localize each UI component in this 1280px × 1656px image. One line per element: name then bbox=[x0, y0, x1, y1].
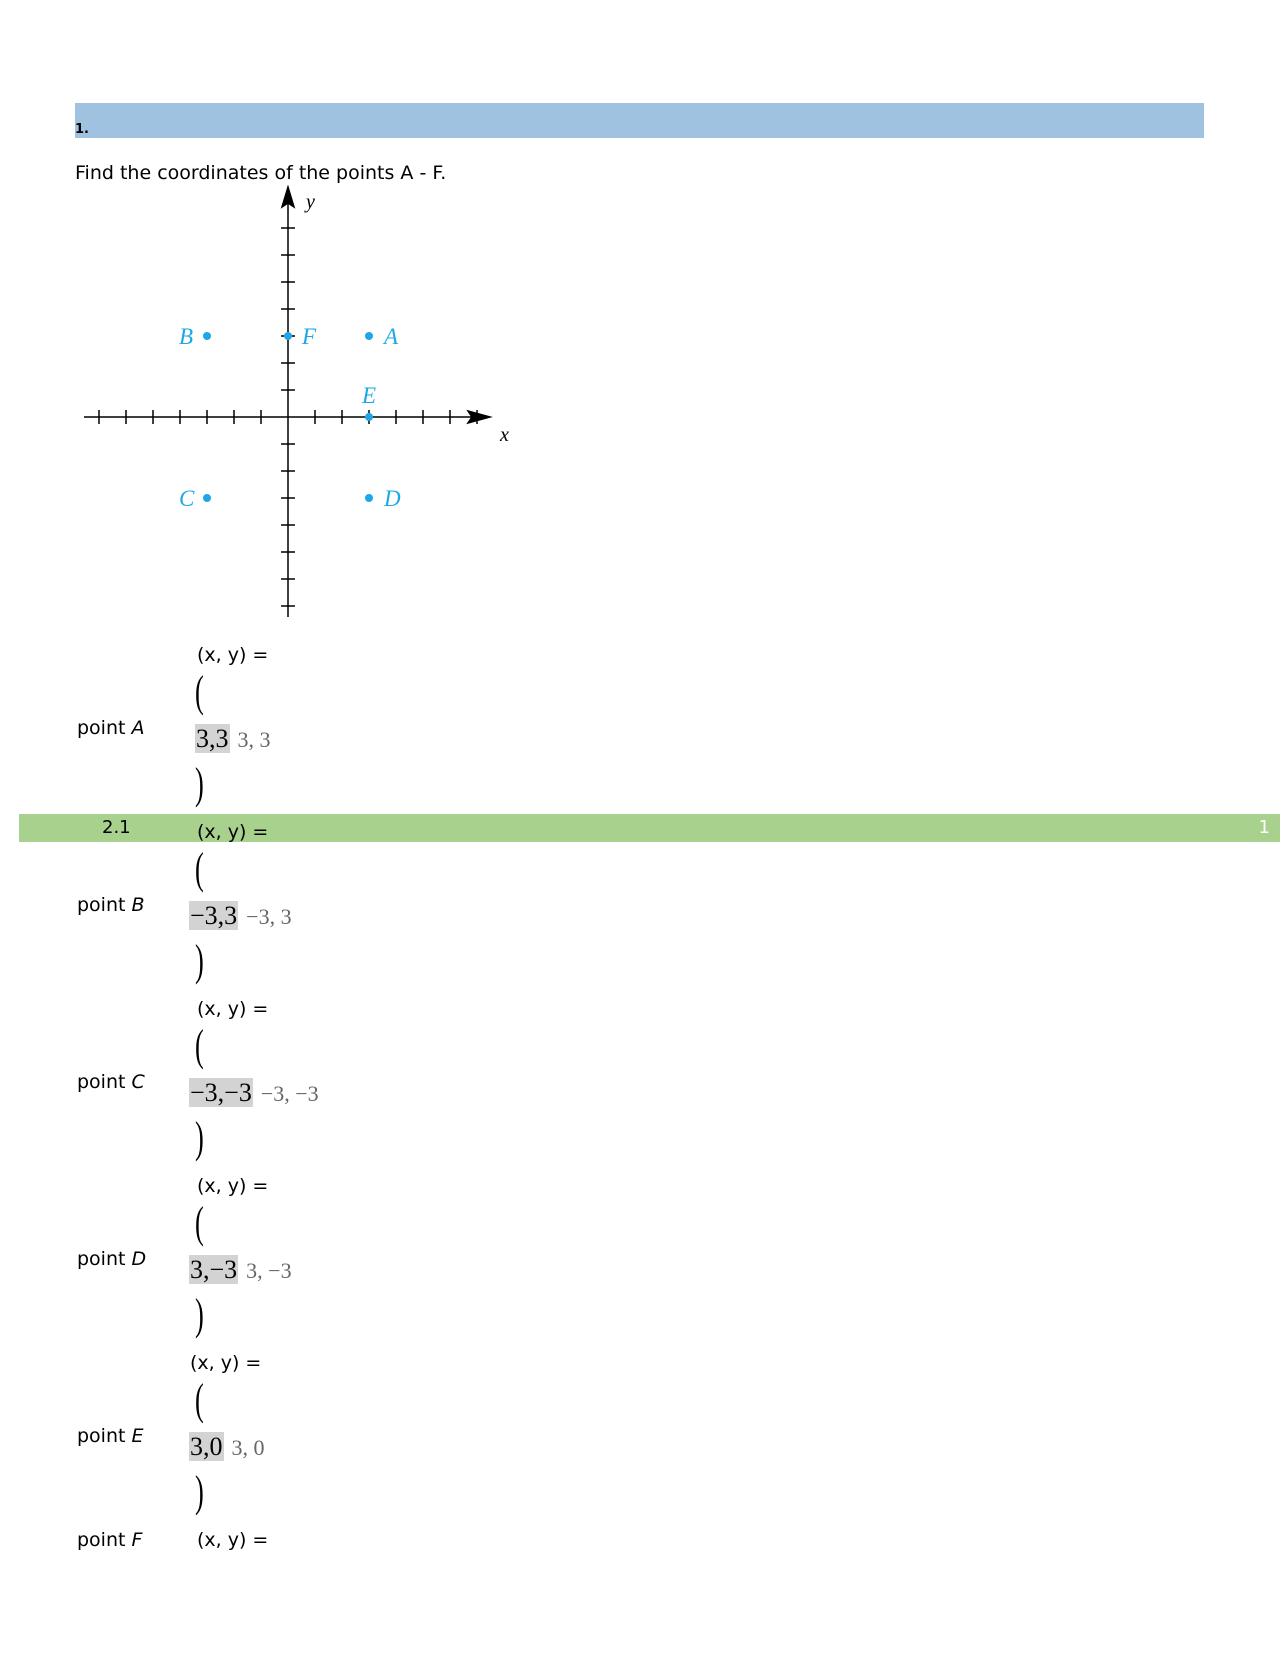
rendered-answer: 3, 3 bbox=[237, 727, 271, 752]
point-dot bbox=[365, 332, 373, 340]
coordinate-figure: y x A B C D E F bbox=[84, 185, 509, 617]
point-label: E bbox=[361, 383, 376, 408]
answer-line: −3,−3 −3, −3 bbox=[189, 1078, 319, 1108]
point-dot bbox=[365, 494, 373, 502]
row-point: B bbox=[131, 894, 145, 916]
answer-box: −3,3 bbox=[189, 901, 239, 930]
row-label: point D bbox=[77, 1248, 146, 1270]
answer-box: −3,−3 bbox=[189, 1078, 253, 1107]
open-paren: ( bbox=[195, 667, 204, 716]
axis-arrow bbox=[466, 409, 493, 425]
row-label: point E bbox=[77, 1425, 144, 1447]
row-word: point bbox=[77, 717, 126, 739]
point-dot bbox=[203, 494, 211, 502]
prompt: (x, y) = bbox=[190, 1352, 262, 1374]
axis-arrow bbox=[280, 185, 296, 209]
answer-line: −3,3 −3, 3 bbox=[189, 901, 292, 931]
row-point: D bbox=[131, 1248, 147, 1270]
row-word: point bbox=[77, 1425, 126, 1447]
y-axis-label: y bbox=[304, 191, 315, 213]
close-paren: ) bbox=[195, 759, 204, 808]
row-point: A bbox=[131, 717, 145, 739]
point-label: B bbox=[179, 324, 193, 349]
prompt: (x, y) = bbox=[197, 998, 269, 1020]
section-bar: 2.1 1 bbox=[19, 814, 1280, 842]
answer-line: 3,0 3, 0 bbox=[189, 1432, 265, 1462]
row-label: point C bbox=[77, 1071, 145, 1093]
row-label: point F bbox=[77, 1529, 142, 1551]
point-dot bbox=[203, 332, 211, 340]
header-bar: 1. bbox=[75, 103, 1204, 138]
rendered-answer: 3, −3 bbox=[246, 1258, 292, 1283]
open-paren: ( bbox=[195, 844, 204, 893]
rendered-answer: −3, 3 bbox=[246, 904, 292, 929]
close-paren: ) bbox=[195, 1467, 204, 1516]
point-label: C bbox=[179, 486, 195, 511]
prompt: (x, y) = bbox=[197, 644, 269, 666]
question-number: 1. bbox=[75, 122, 89, 137]
row-point: F bbox=[131, 1529, 143, 1551]
row-point: E bbox=[131, 1425, 144, 1447]
point-label: F bbox=[301, 324, 317, 349]
close-paren: ) bbox=[195, 936, 204, 985]
answer-box: 3,−3 bbox=[189, 1255, 239, 1284]
row-label: point B bbox=[77, 894, 145, 916]
answer-line: 3,3 3, 3 bbox=[195, 724, 271, 754]
row-point: C bbox=[131, 1071, 145, 1093]
question-text: Find the coordinates of the points A - F… bbox=[75, 162, 447, 184]
point-dot bbox=[284, 332, 292, 340]
answer-box: 3,0 bbox=[189, 1432, 224, 1461]
point-label: A bbox=[382, 324, 399, 349]
row-word: point bbox=[77, 1071, 126, 1093]
row-word: point bbox=[77, 894, 126, 916]
page-number: 1 bbox=[1258, 817, 1270, 838]
row-word: point bbox=[77, 1529, 126, 1551]
answer-box: 3,3 bbox=[195, 724, 230, 753]
rendered-answer: −3, −3 bbox=[260, 1081, 319, 1106]
row-word: point bbox=[77, 1248, 126, 1270]
close-paren: ) bbox=[195, 1290, 204, 1339]
prompt: (x, y) = bbox=[197, 1175, 269, 1197]
close-paren: ) bbox=[195, 1113, 204, 1162]
x-axis-label: x bbox=[499, 424, 509, 446]
point-label: D bbox=[383, 486, 401, 511]
open-paren: ( bbox=[195, 1375, 204, 1424]
prompt: (x, y) = bbox=[197, 821, 269, 843]
point-dot bbox=[365, 413, 373, 421]
answer-line: 3,−3 3, −3 bbox=[189, 1255, 292, 1285]
open-paren: ( bbox=[195, 1021, 204, 1070]
rendered-answer: 3, 0 bbox=[231, 1435, 265, 1460]
prompt: (x, y) = bbox=[197, 1529, 269, 1551]
open-paren: ( bbox=[195, 1198, 204, 1247]
section-number: 2.1 bbox=[102, 817, 131, 838]
row-label: point A bbox=[77, 717, 145, 739]
